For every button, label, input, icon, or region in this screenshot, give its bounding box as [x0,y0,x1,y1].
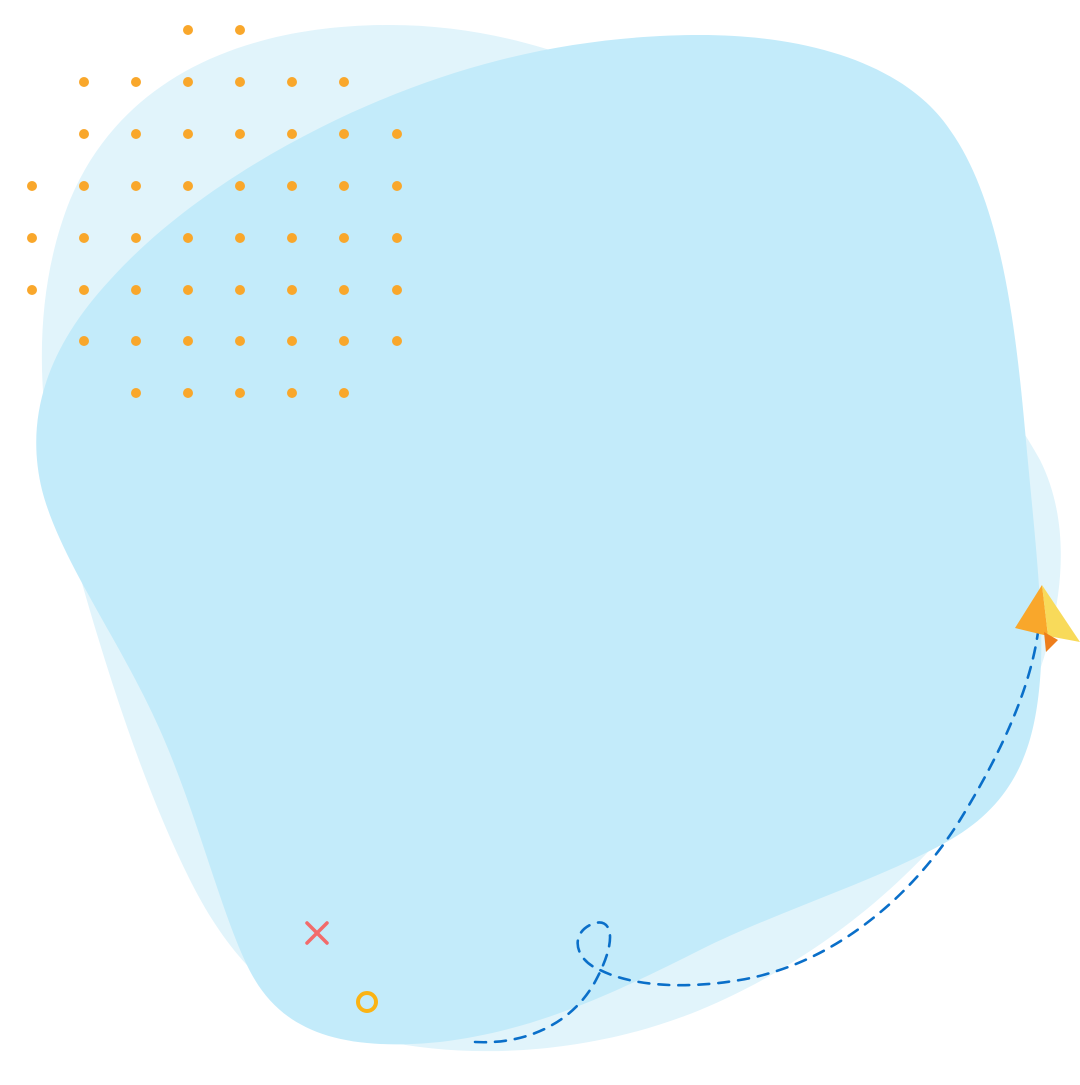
dot [131,388,141,398]
dot [392,181,402,191]
dot [339,285,349,295]
dot-grid-pattern [27,25,402,398]
dot [287,129,297,139]
paper-plane-icon [1015,585,1080,652]
dot [235,181,245,191]
dot [339,77,349,87]
dot [79,233,89,243]
dot [131,77,141,87]
dot [287,181,297,191]
dot [183,129,193,139]
dot [131,233,141,243]
dot [339,388,349,398]
dot [392,233,402,243]
dot [183,336,193,346]
dot [287,233,297,243]
dot [183,25,193,35]
dot [392,336,402,346]
front-blob [36,35,1042,1045]
dot [339,336,349,346]
dot [392,285,402,295]
dot [235,336,245,346]
dot [79,336,89,346]
dot [131,129,141,139]
dot [131,336,141,346]
dot [79,181,89,191]
dot [392,129,402,139]
dot [235,388,245,398]
dot [235,233,245,243]
dot [183,388,193,398]
dot [183,77,193,87]
dot [287,388,297,398]
dot [183,285,193,295]
dot [235,285,245,295]
cross-icon [305,921,329,945]
dot [27,181,37,191]
dot [131,285,141,295]
dot [79,129,89,139]
dot [79,77,89,87]
dot [287,285,297,295]
dot [131,181,141,191]
dot [339,233,349,243]
ring-icon [356,991,378,1013]
dot [235,77,245,87]
dashed-flight-path [473,630,1040,1044]
dot [79,285,89,295]
dot [27,233,37,243]
dot [183,233,193,243]
dot [287,336,297,346]
dot [287,77,297,87]
dot [235,25,245,35]
dot [235,129,245,139]
dot [339,129,349,139]
dot [27,285,37,295]
dot [183,181,193,191]
dot [339,181,349,191]
